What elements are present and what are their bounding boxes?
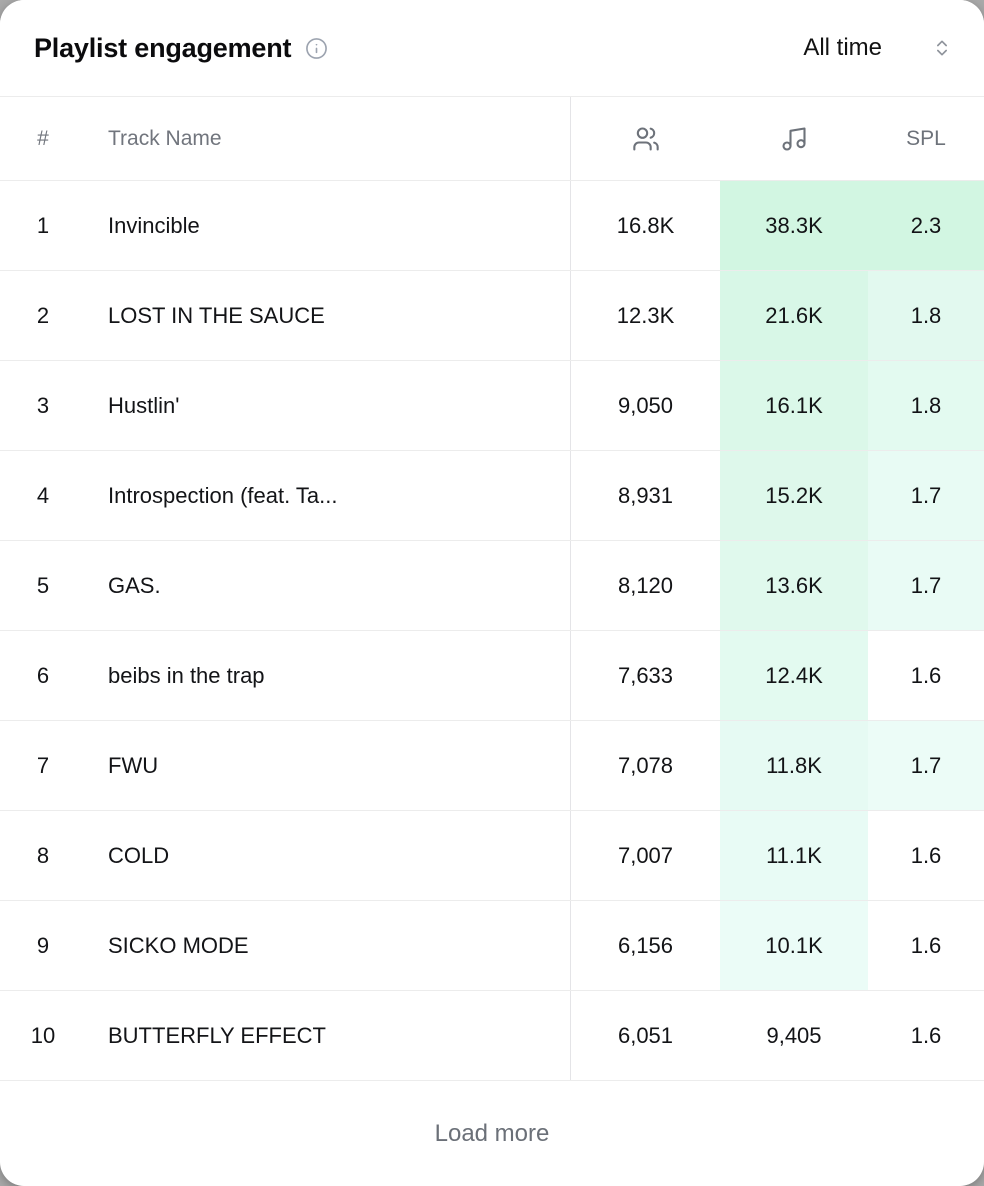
table-header-left: # Track Name — [0, 97, 570, 180]
streams-cell: 16.1K — [720, 361, 868, 450]
listeners-cell: 8,120 — [617, 572, 674, 598]
track-rank: 7 — [36, 752, 50, 778]
listeners-cell: 8,931 — [617, 482, 674, 508]
spl-cell: 1.7 — [868, 721, 984, 810]
listeners-cell: 9,050 — [617, 392, 674, 418]
spl-cell: 1.6 — [868, 811, 984, 900]
spl-cell: 1.6 — [868, 631, 984, 720]
info-icon[interactable] — [305, 37, 328, 60]
table-row: 6 beibs in the trap 7,633 12.4K 1.6 — [0, 631, 984, 721]
spl-cell: 1.7 — [868, 541, 984, 630]
load-more-button[interactable]: Load more — [434, 1119, 550, 1147]
listeners-cell: 7,078 — [617, 752, 674, 778]
table-row: 10 BUTTERFLY EFFECT 6,051 9,405 1.6 — [0, 991, 984, 1081]
table-row: 2 LOST IN THE SAUCE 12.3K 21.6K 1.8 — [0, 271, 984, 361]
column-header-track-name: Track Name — [108, 126, 222, 150]
track-name: beibs in the trap — [108, 662, 265, 688]
table-header-row: # Track Name — [0, 97, 984, 181]
listeners-cell: 6,051 — [617, 1022, 674, 1048]
track-rank: 6 — [36, 662, 50, 688]
listeners-cell: 7,007 — [617, 842, 674, 868]
streams-cell: 15.2K — [720, 451, 868, 540]
music-note-icon — [780, 125, 808, 153]
column-header-spl: SPL — [906, 126, 946, 150]
table-row: 9 SICKO MODE 6,156 10.1K 1.6 — [0, 901, 984, 991]
spl-cell: 1.8 — [868, 271, 984, 360]
table-row: 7 FWU 7,078 11.8K 1.7 — [0, 721, 984, 811]
track-name: GAS. — [108, 572, 161, 598]
track-name: BUTTERFLY EFFECT — [108, 1022, 326, 1048]
users-icon — [632, 125, 660, 153]
track-name: SICKO MODE — [108, 932, 249, 958]
spl-cell: 1.6 — [868, 991, 984, 1080]
spl-cell: 2.3 — [868, 181, 984, 270]
table-header-right: SPL — [570, 97, 984, 180]
card-title: Playlist engagement — [34, 32, 292, 63]
table-row: 1 Invincible 16.8K 38.3K 2.3 — [0, 181, 984, 271]
track-name: Introspection (feat. Ta... — [108, 482, 338, 508]
track-rank: 3 — [36, 392, 50, 418]
track-rank: 10 — [30, 1022, 56, 1048]
chevrons-up-down-icon — [932, 35, 952, 61]
time-range-value: All time — [803, 34, 882, 61]
track-name: Invincible — [108, 212, 200, 238]
listeners-cell: 16.8K — [616, 212, 675, 238]
track-rank: 9 — [36, 932, 50, 958]
card-header: Playlist engagement All time — [0, 0, 984, 97]
streams-cell: 9,405 — [720, 991, 868, 1080]
spl-cell: 1.8 — [868, 361, 984, 450]
streams-cell: 11.1K — [720, 811, 868, 900]
track-name: Hustlin' — [108, 392, 180, 418]
track-rank: 8 — [36, 842, 50, 868]
streams-cell: 11.8K — [720, 721, 868, 810]
track-name: COLD — [108, 842, 170, 868]
table-body: 1 Invincible 16.8K 38.3K 2.3 2 LOST IN T… — [0, 181, 984, 1081]
track-rank: 4 — [36, 482, 50, 508]
streams-cell: 10.1K — [720, 901, 868, 990]
streams-cell: 21.6K — [720, 271, 868, 360]
time-range-select[interactable]: All time — [803, 34, 952, 62]
track-rank: 5 — [36, 572, 50, 598]
card-footer: Load more — [0, 1081, 984, 1186]
engagement-table: # Track Name — [0, 97, 984, 1081]
column-header-listeners — [571, 97, 720, 180]
table-row: 4 Introspection (feat. Ta... 8,931 15.2K… — [0, 451, 984, 541]
spl-cell: 1.6 — [868, 901, 984, 990]
listeners-cell: 12.3K — [616, 302, 675, 328]
streams-cell: 13.6K — [720, 541, 868, 630]
track-rank: 2 — [36, 302, 50, 328]
table-row: 3 Hustlin' 9,050 16.1K 1.8 — [0, 361, 984, 451]
column-header-streams — [720, 97, 868, 180]
track-name: FWU — [108, 752, 159, 778]
streams-cell: 38.3K — [720, 181, 868, 270]
track-rank: 1 — [36, 212, 50, 238]
listeners-cell: 6,156 — [617, 932, 674, 958]
column-header-rank: # — [37, 126, 49, 150]
track-name: LOST IN THE SAUCE — [108, 302, 325, 328]
table-row: 8 COLD 7,007 11.1K 1.6 — [0, 811, 984, 901]
streams-cell: 12.4K — [720, 631, 868, 720]
listeners-cell: 7,633 — [617, 662, 674, 688]
spl-cell: 1.7 — [868, 451, 984, 540]
table-row: 5 GAS. 8,120 13.6K 1.7 — [0, 541, 984, 631]
